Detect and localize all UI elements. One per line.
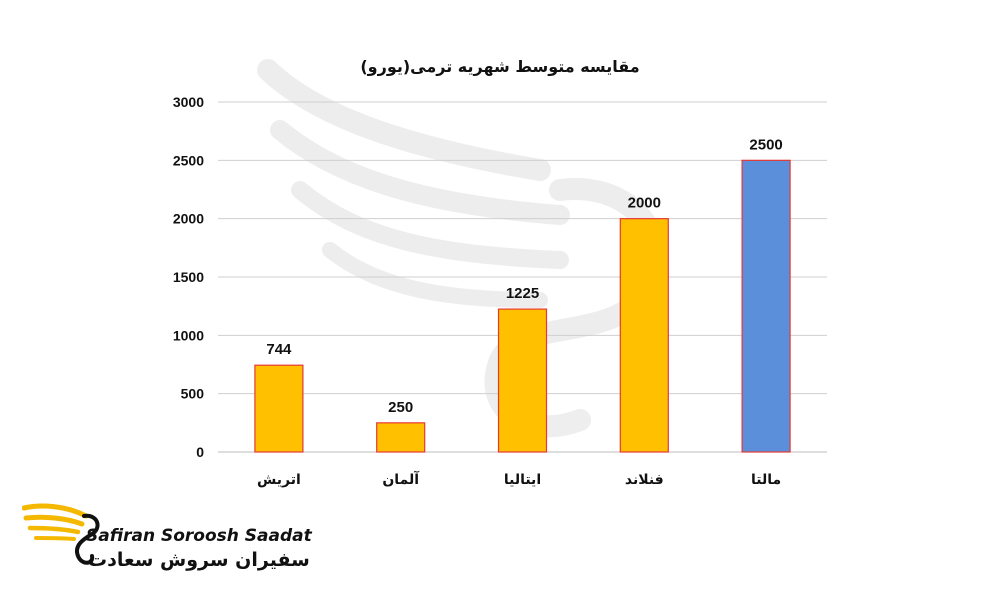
x-category-label: فنلاند [625, 472, 664, 488]
y-tick-label: 1000 [173, 327, 204, 343]
data-label: 1225 [506, 285, 539, 302]
x-category-label: اتریش [257, 472, 301, 488]
data-labels: 744 250 1225 2000 2500 [266, 136, 782, 416]
bar [741, 159, 791, 453]
y-axis-ticks: 0 500 1000 1500 2000 2500 3000 [173, 94, 204, 460]
x-category-label: مالتا [751, 472, 781, 488]
y-tick-label: 3000 [173, 94, 204, 110]
data-label: 744 [266, 341, 292, 358]
y-tick-label: 2500 [173, 152, 204, 168]
data-label: 2500 [749, 136, 782, 153]
x-category-label: ایتالیا [504, 472, 541, 488]
y-tick-label: 0 [196, 444, 204, 460]
bar [376, 422, 426, 453]
bars [254, 159, 791, 453]
chart-title: مقایسه متوسط شهریه ترمی(یورو) [360, 57, 639, 76]
brand-logo: Safiran Soroosh Saadat سفیران سروش سعادت [22, 494, 312, 580]
data-label: 250 [388, 399, 413, 416]
watermark-wing-icon [257, 59, 667, 438]
brand-name-en: Safiran Soroosh Saadat [86, 526, 312, 546]
bar [497, 308, 548, 453]
x-axis-categories: اتریش آلمان ایتالیا فنلاند مالتا [257, 470, 781, 488]
y-tick-label: 1500 [173, 269, 204, 285]
wing-logo-icon [22, 503, 100, 565]
y-tick-label: 500 [181, 386, 205, 402]
bar [619, 218, 669, 453]
x-category-label: آلمان [382, 470, 420, 488]
brand-name-fa: سفیران سروش سعادت [88, 549, 310, 571]
y-tick-label: 2000 [173, 211, 204, 227]
data-label: 2000 [628, 195, 661, 212]
bar [254, 364, 304, 453]
